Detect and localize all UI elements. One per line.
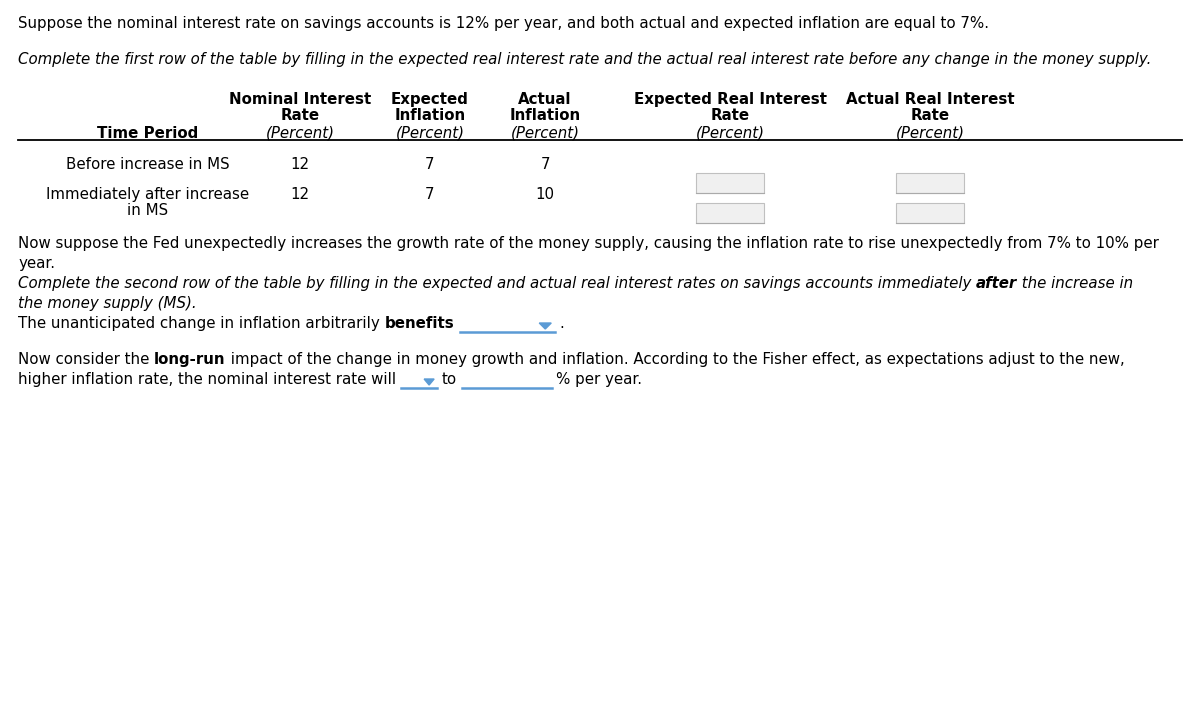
Text: Now suppose the Fed unexpectedly increases the growth rate of the money supply, : Now suppose the Fed unexpectedly increas… bbox=[18, 236, 1159, 251]
Text: Actual: Actual bbox=[518, 92, 571, 107]
Bar bbox=[696, 173, 764, 193]
Text: impact of the change in money growth and inflation. According to the Fisher effe: impact of the change in money growth and… bbox=[226, 352, 1124, 367]
Text: Nominal Interest: Nominal Interest bbox=[229, 92, 371, 107]
Text: (Percent): (Percent) bbox=[895, 126, 965, 141]
Text: The unanticipated change in inflation arbitrarily: The unanticipated change in inflation ar… bbox=[18, 316, 384, 331]
Text: Expected Real Interest: Expected Real Interest bbox=[634, 92, 827, 107]
Text: Suppose the nominal interest rate on savings accounts is 12% per year, and both : Suppose the nominal interest rate on sav… bbox=[18, 16, 989, 31]
Text: % per year.: % per year. bbox=[557, 372, 642, 387]
Text: to: to bbox=[442, 372, 457, 387]
Text: after: after bbox=[976, 276, 1018, 291]
Text: Actual Real Interest: Actual Real Interest bbox=[846, 92, 1014, 107]
Text: Rate: Rate bbox=[281, 108, 319, 123]
Polygon shape bbox=[424, 379, 434, 385]
Text: 7: 7 bbox=[540, 157, 550, 172]
Text: 10: 10 bbox=[535, 187, 554, 202]
Text: the money supply (MS).: the money supply (MS). bbox=[18, 296, 197, 311]
Text: Expected: Expected bbox=[391, 92, 469, 107]
Bar bbox=[896, 173, 964, 193]
Text: 12: 12 bbox=[290, 157, 310, 172]
Text: Time Period: Time Period bbox=[97, 126, 199, 141]
Text: Inflation: Inflation bbox=[395, 108, 466, 123]
Bar bbox=[896, 203, 964, 223]
Text: Complete the second row of the table by filling in the expected and actual real : Complete the second row of the table by … bbox=[18, 276, 976, 291]
Text: Inflation: Inflation bbox=[510, 108, 581, 123]
Text: long-run: long-run bbox=[154, 352, 226, 367]
Text: (Percent): (Percent) bbox=[265, 126, 335, 141]
Text: Before increase in MS: Before increase in MS bbox=[66, 157, 230, 172]
Text: Complete the first row of the table by filling in the expected real interest rat: Complete the first row of the table by f… bbox=[18, 52, 1151, 67]
Text: 7: 7 bbox=[425, 157, 434, 172]
Text: 12: 12 bbox=[290, 187, 310, 202]
Bar bbox=[696, 203, 764, 223]
Text: Now consider the: Now consider the bbox=[18, 352, 154, 367]
Text: benefits: benefits bbox=[384, 316, 455, 331]
Text: (Percent): (Percent) bbox=[510, 126, 580, 141]
Text: 7: 7 bbox=[425, 187, 434, 202]
Text: year.: year. bbox=[18, 256, 55, 271]
Text: Immediately after increase: Immediately after increase bbox=[47, 187, 250, 202]
Polygon shape bbox=[539, 323, 551, 329]
Text: in MS: in MS bbox=[127, 203, 168, 218]
Text: Rate: Rate bbox=[710, 108, 750, 123]
Text: (Percent): (Percent) bbox=[396, 126, 464, 141]
Text: .: . bbox=[559, 316, 564, 331]
Text: Rate: Rate bbox=[911, 108, 949, 123]
Text: the increase in: the increase in bbox=[1018, 276, 1134, 291]
Text: (Percent): (Percent) bbox=[696, 126, 764, 141]
Text: higher inflation rate, the nominal interest rate will: higher inflation rate, the nominal inter… bbox=[18, 372, 396, 387]
